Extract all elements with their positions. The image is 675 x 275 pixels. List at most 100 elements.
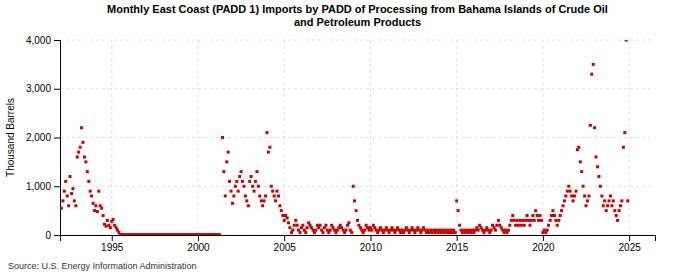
point xyxy=(79,146,82,149)
tick-label: 2015 xyxy=(446,242,469,253)
point xyxy=(518,219,521,222)
point xyxy=(87,180,90,183)
tick-mark xyxy=(54,235,60,236)
point xyxy=(222,170,225,173)
point xyxy=(89,190,92,193)
point xyxy=(248,180,251,183)
point xyxy=(105,225,108,228)
point xyxy=(228,180,231,183)
point xyxy=(293,224,296,227)
point xyxy=(221,136,224,139)
tick-mark xyxy=(54,186,60,187)
tick: 2000 xyxy=(187,235,210,253)
tick: 2025 xyxy=(619,235,642,253)
point xyxy=(573,195,576,198)
grid-line xyxy=(542,40,543,235)
point xyxy=(607,199,610,202)
point xyxy=(563,199,566,202)
point xyxy=(618,209,621,212)
title-line: Monthly East Coast (PADD 1) Imports by P… xyxy=(107,3,608,15)
point xyxy=(253,190,256,193)
point xyxy=(245,199,248,202)
point xyxy=(603,199,606,202)
point xyxy=(264,195,267,198)
tick-label: 2020 xyxy=(532,242,555,253)
point xyxy=(271,190,274,193)
point xyxy=(517,224,520,227)
point xyxy=(77,151,80,154)
point xyxy=(270,185,273,188)
point xyxy=(74,204,77,207)
point xyxy=(102,214,105,217)
point xyxy=(260,199,263,202)
point xyxy=(513,219,516,222)
point xyxy=(288,226,291,229)
point xyxy=(258,195,261,198)
point xyxy=(267,151,270,154)
tick: 2015 xyxy=(446,235,469,253)
point xyxy=(304,231,307,234)
point xyxy=(615,214,618,217)
point xyxy=(322,231,325,234)
point xyxy=(268,146,271,149)
point xyxy=(241,180,244,183)
point xyxy=(622,146,625,149)
tick-mark xyxy=(629,235,630,241)
point xyxy=(592,63,595,66)
point xyxy=(557,219,560,222)
point xyxy=(324,224,327,227)
point xyxy=(86,170,89,173)
tick: 4,000 xyxy=(26,35,60,46)
point xyxy=(540,219,543,222)
point xyxy=(587,195,590,198)
point xyxy=(521,219,524,222)
point xyxy=(63,190,66,193)
point xyxy=(610,204,613,207)
point xyxy=(583,195,586,198)
tick-label: 0 xyxy=(45,230,51,241)
point xyxy=(490,229,493,232)
point xyxy=(231,202,234,205)
point xyxy=(560,209,563,212)
point xyxy=(60,207,63,210)
point xyxy=(273,195,276,198)
point xyxy=(553,214,556,217)
tick-label: 2010 xyxy=(360,242,383,253)
point xyxy=(234,185,237,188)
point xyxy=(620,199,623,202)
plot-area: 199520002005201020152020202501,0002,0003… xyxy=(26,35,656,253)
point xyxy=(595,156,598,159)
point xyxy=(281,214,284,217)
point xyxy=(531,214,534,217)
axis-line xyxy=(54,41,61,236)
tick-label: 2,000 xyxy=(26,132,51,143)
tick-mark xyxy=(54,40,60,41)
point xyxy=(455,199,458,202)
point xyxy=(240,170,243,173)
point xyxy=(287,221,290,224)
point xyxy=(597,175,600,178)
point xyxy=(523,224,526,227)
grid-line xyxy=(284,40,285,235)
point xyxy=(567,185,570,188)
point xyxy=(586,199,589,202)
point xyxy=(314,229,317,232)
point xyxy=(97,190,100,193)
point xyxy=(238,175,241,178)
point xyxy=(261,204,264,207)
point xyxy=(280,209,283,212)
tick: 2010 xyxy=(360,235,383,253)
point xyxy=(626,199,629,202)
point xyxy=(547,224,550,227)
grid-line xyxy=(60,88,655,89)
point xyxy=(237,190,240,193)
title-line: and Petroleum Products xyxy=(294,16,421,28)
point xyxy=(570,195,573,198)
tick-mark xyxy=(370,235,371,241)
point xyxy=(347,221,350,224)
point xyxy=(585,204,588,207)
point xyxy=(526,214,529,217)
y-axis-title: Thousand Barrels xyxy=(5,98,16,177)
grid-line xyxy=(370,40,371,235)
chart: 199520002005201020152020202501,0002,0003… xyxy=(0,0,675,275)
